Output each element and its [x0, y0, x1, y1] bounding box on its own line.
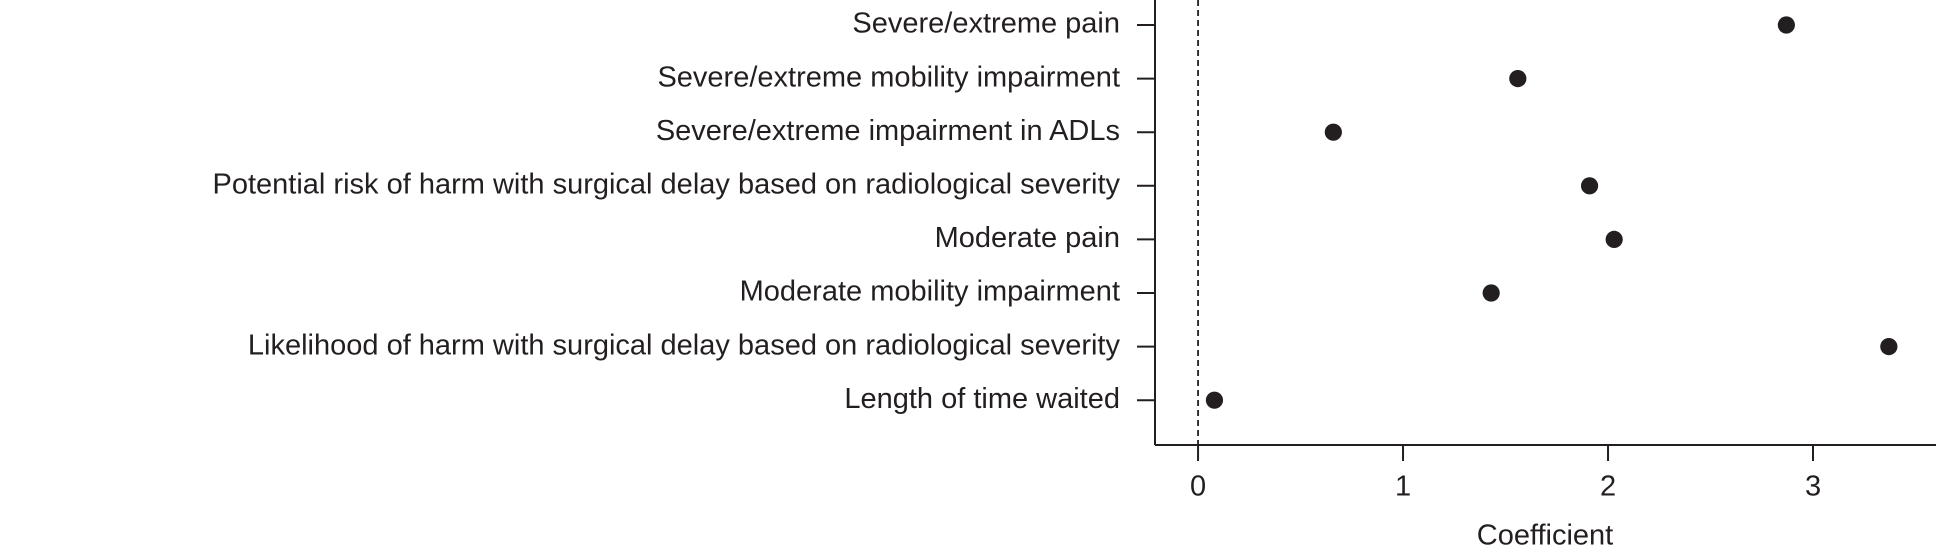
dot [1324, 123, 1342, 141]
dot [1605, 230, 1623, 248]
y-tick-label: Moderate pain [935, 222, 1120, 254]
dot [1777, 16, 1795, 34]
dot [1205, 391, 1224, 409]
x-tick-label: 2 [1600, 471, 1616, 503]
y-tick-label: Severe/extreme impairment in ADLs [656, 115, 1120, 147]
x-axis-label: Coefficient [1477, 520, 1614, 550]
y-tick-label: Severe/extreme mobility impairment [657, 61, 1120, 93]
y-tick-label: Length of time waited [844, 383, 1120, 415]
x-tick-label: 3 [1805, 471, 1821, 503]
y-tick-label: Moderate mobility impairment [740, 276, 1120, 308]
y-tick-label: Potential risk of harm with surgical del… [213, 168, 1121, 200]
x-tick-label: 0 [1190, 471, 1206, 503]
dot [1482, 284, 1500, 302]
y-tick-label: Likelihood of harm with surgical delay b… [248, 329, 1121, 361]
dot [1880, 338, 1898, 356]
dot [1509, 70, 1527, 88]
y-tick-label: Severe/extreme pain [852, 8, 1120, 40]
dot [1580, 177, 1599, 195]
x-tick-label: 1 [1395, 471, 1411, 503]
